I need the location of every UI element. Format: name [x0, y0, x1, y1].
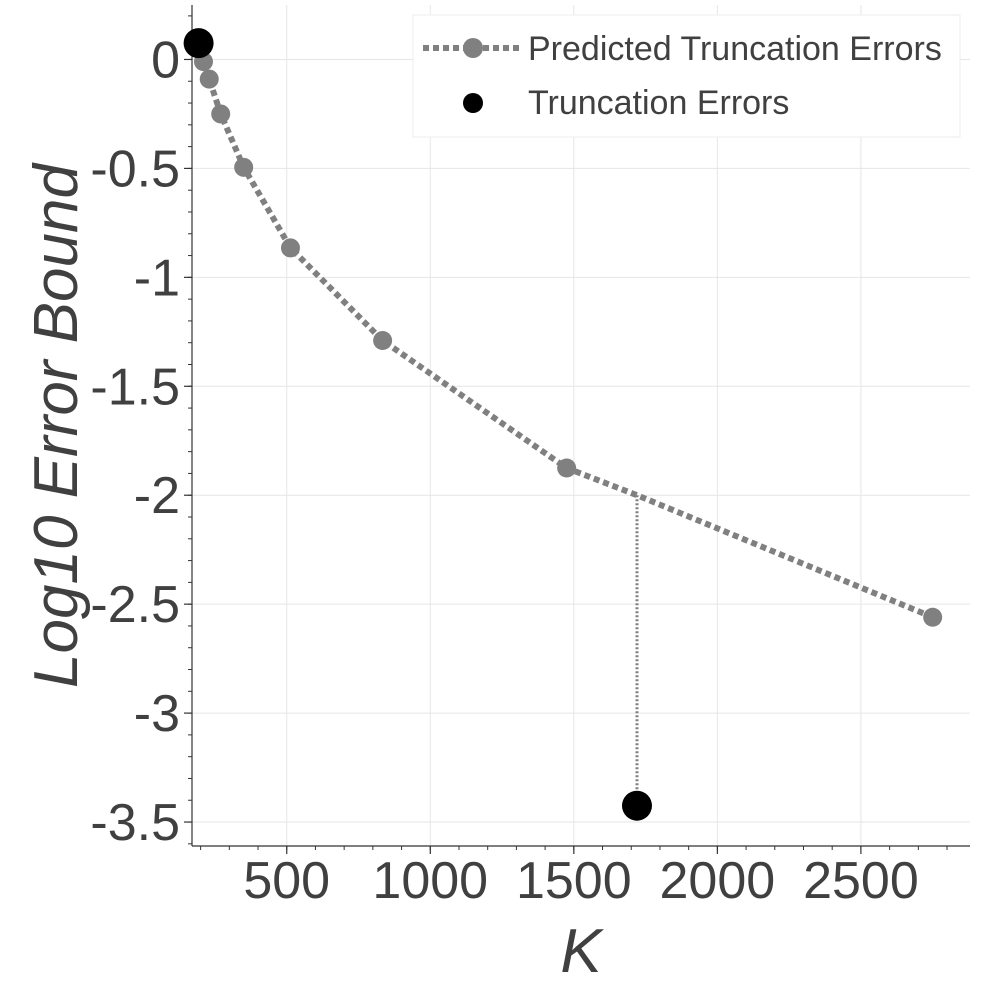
- predicted-error-point: [211, 104, 231, 124]
- y-axis-title: Log10 Error Bound: [22, 162, 91, 688]
- x-tick-label: 2500: [803, 852, 919, 910]
- y-tick-label: 0: [151, 31, 180, 89]
- predicted-error-point: [234, 157, 254, 177]
- predicted-errors-line: [200, 60, 934, 620]
- legend-marker-swatch: [463, 93, 483, 113]
- axes-layer: [191, 5, 970, 847]
- legend-label: Truncation Errors: [528, 84, 789, 122]
- x-axis-title: K: [560, 917, 604, 986]
- plot-area: [192, 5, 970, 846]
- truncation-error-point: [621, 790, 652, 821]
- x-tick-label: 2000: [660, 852, 776, 910]
- y-tick-label: -1.5: [90, 358, 180, 416]
- x-tick-label: 1500: [516, 852, 632, 910]
- predicted-error-point: [923, 607, 943, 627]
- legend: Predicted Truncation Errors Truncation Er…: [412, 14, 961, 138]
- y-tick-label: -3.5: [90, 794, 180, 852]
- predicted-error-point: [199, 69, 219, 89]
- y-tick-label: -2.5: [90, 576, 180, 634]
- legend-marker-swatch: [463, 38, 483, 58]
- predicted-error-point: [280, 238, 300, 258]
- legend-label: Predicted Truncation Errors: [528, 30, 942, 68]
- predicted-error-point: [557, 458, 577, 478]
- truncation-error-point: [183, 28, 214, 59]
- grid-layer: [192, 5, 970, 846]
- x-tick-label: 500: [243, 852, 330, 910]
- series-layer: [183, 28, 943, 821]
- ticks-layer: 500 1000 1500 2000 2500 0 -0.5 -1 -1.5 -2 -2.5 -3 -3…: [90, 15, 948, 910]
- y-tick-label: -2: [134, 467, 180, 525]
- legend-box: [412, 14, 961, 138]
- predicted-error-point: [373, 331, 393, 351]
- x-tick-label: 1000: [372, 852, 488, 910]
- y-tick-label: -3: [134, 685, 180, 743]
- y-tick-label: -1: [134, 249, 180, 307]
- y-tick-label: -0.5: [90, 140, 180, 198]
